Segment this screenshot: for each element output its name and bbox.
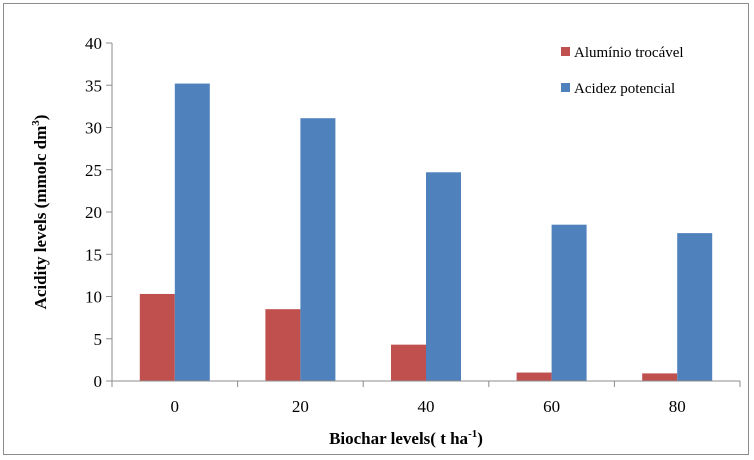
legend-label-aluminio: Alumínio trocável xyxy=(574,45,684,61)
y-tick-label: 15 xyxy=(85,245,102,264)
y-axis-title-main: Acidity levels (mmolc dm xyxy=(31,126,50,310)
y-axis-title-superscript: 3 xyxy=(30,120,42,126)
x-axis-title-main: Biochar levels( t ha xyxy=(329,429,468,448)
x-tick-label: 20 xyxy=(292,397,309,416)
y-axis-title-end: ) xyxy=(31,115,50,121)
bar-series2-20 xyxy=(300,118,336,381)
x-tick-label: 80 xyxy=(669,397,686,416)
x-axis-title-superscript: -1 xyxy=(468,428,477,440)
y-tick-label: 25 xyxy=(85,161,102,180)
legend: Alumínio trocável Acidez potencial xyxy=(561,45,684,97)
x-tick-label: 60 xyxy=(543,397,560,416)
y-axis-title: Acidity levels (mmolc dm3) xyxy=(30,115,50,310)
y-tick-label: 40 xyxy=(85,34,102,53)
y-tick-label: 20 xyxy=(85,203,102,222)
chart-frame xyxy=(3,3,749,455)
y-tick-label: 10 xyxy=(85,288,102,307)
bars-group xyxy=(139,83,713,381)
x-axis-title-end: ) xyxy=(477,429,483,448)
y-ticks-group: 0 5 10 15 20 25 30 35 40 xyxy=(85,34,112,391)
bar-series2-80 xyxy=(677,233,713,381)
x-tick-label: 40 xyxy=(418,397,435,416)
y-tick-label: 30 xyxy=(85,119,102,138)
bar-series1-60 xyxy=(516,372,552,381)
legend-label-acidez: Acidez potencial xyxy=(574,81,675,97)
x-ticks-group: 0 20 40 60 80 xyxy=(111,381,741,416)
legend-swatch-aluminio xyxy=(561,47,570,56)
bar-series1-40 xyxy=(391,344,426,381)
y-tick-label: 35 xyxy=(85,76,102,95)
y-tick-label: 0 xyxy=(94,372,103,391)
bar-series2-40 xyxy=(426,172,461,381)
x-axis-title: Biochar levels( t ha-1) xyxy=(329,428,483,448)
bar-series1-80 xyxy=(642,373,678,381)
bar-series2-0 xyxy=(174,83,210,381)
bar-series2-60 xyxy=(551,224,587,381)
bar-series1-20 xyxy=(265,309,301,381)
x-tick-label: 0 xyxy=(171,397,180,416)
y-tick-label: 5 xyxy=(94,330,103,349)
legend-swatch-acidez xyxy=(561,83,570,92)
bar-series1-0 xyxy=(139,293,175,381)
